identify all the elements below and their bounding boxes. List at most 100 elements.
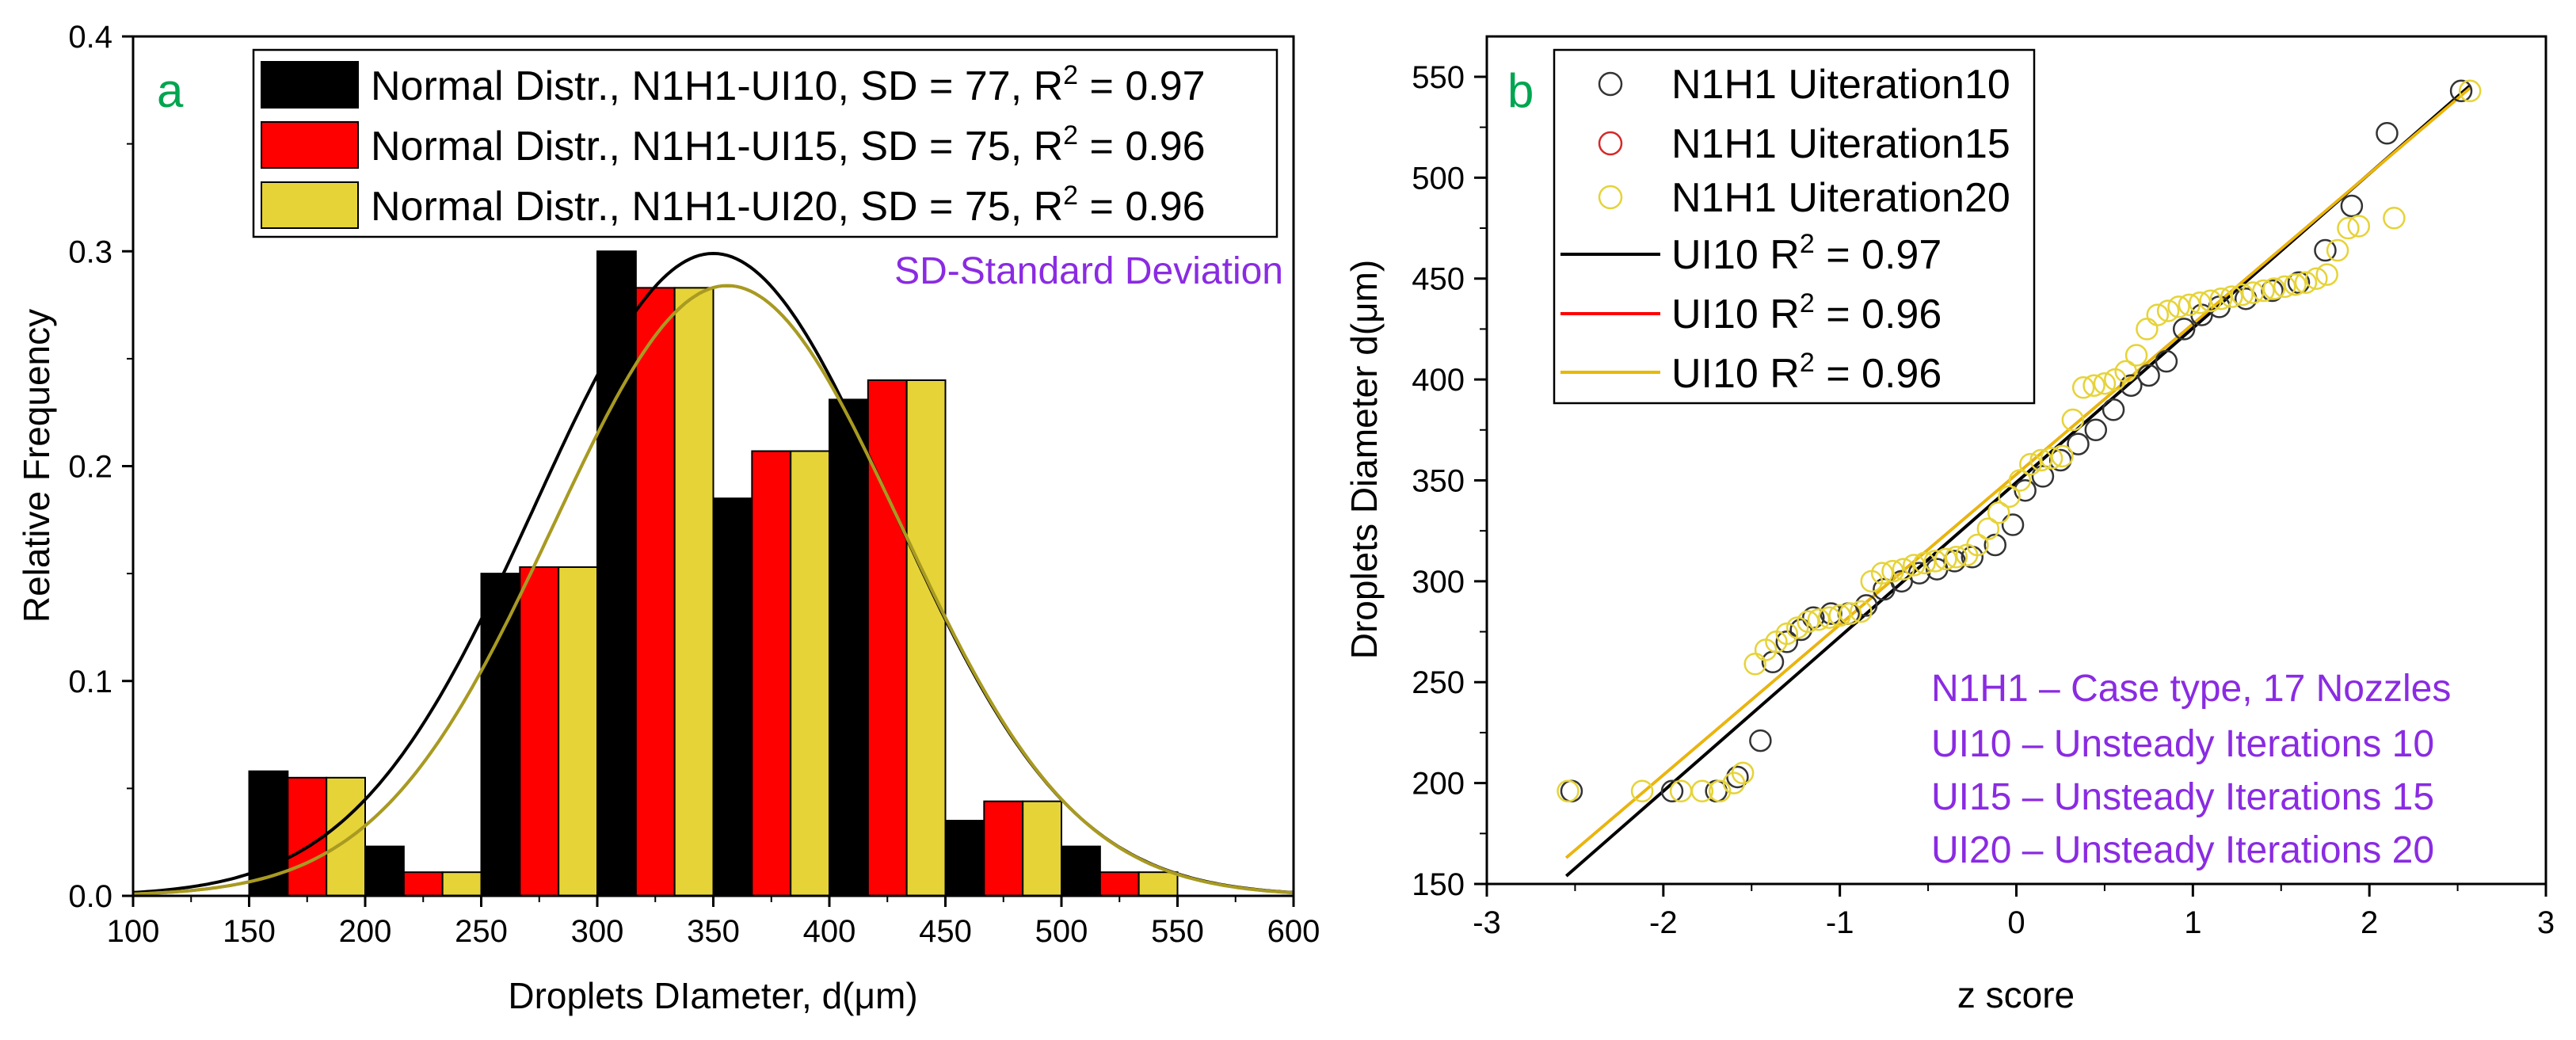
point-n1h1-uiteration20 — [2051, 444, 2074, 468]
annotation-case-type: N1H1 – Case type, 17 Nozzles — [1931, 668, 2451, 710]
legend-swatch-ui15 — [261, 121, 359, 169]
y-tick-label-a: 0.4 — [68, 20, 112, 55]
bar-n1h1-ui10-250 — [480, 573, 521, 897]
point-n1h1-uiteration20 — [2231, 283, 2254, 307]
x-tick-label-a: 200 — [339, 914, 392, 949]
point-n1h1-uiteration20 — [2262, 277, 2286, 300]
panel-label-b: b — [1507, 64, 1534, 117]
point-n1h1-uiteration20 — [2083, 374, 2105, 397]
bar-n1h1-ui10-350 — [712, 497, 753, 897]
point-n1h1-uiteration20 — [2124, 344, 2148, 367]
bar-n1h1-ui20-150 — [326, 776, 366, 897]
annotations-b: N1H1 – Case type, 17 Nozzles UI10 – Unst… — [1931, 668, 2451, 871]
point-n1h1-uiteration20 — [2188, 291, 2212, 314]
bar-n1h1-ui20-300 — [673, 287, 714, 897]
y-tick-label-b: 150 — [1412, 867, 1465, 902]
point-n1h1-uiteration20 — [2220, 285, 2243, 308]
point-n1h1-uiteration20 — [2093, 371, 2117, 395]
bar-n1h1-ui15-200 — [402, 871, 444, 897]
legend-label-fit-3: UI10 R2 = 0.96 — [1671, 348, 1942, 397]
point-n1h1-uiteration10 — [2031, 465, 2055, 488]
point-n1h1-uiteration20 — [1775, 622, 1799, 646]
legend-b: N1H1 Uiteration10 N1H1 Uiteration15 N1H1… — [1553, 48, 2036, 405]
x-tick-label-b: -2 — [1649, 905, 1678, 940]
x-tick-label-b: 3 — [2537, 905, 2555, 940]
x-tick-label-a: 350 — [687, 914, 740, 949]
point-n1h1-uiteration20 — [2337, 216, 2360, 240]
bar-n1h1-ui20-200 — [441, 871, 482, 897]
point-n1h1-uiteration20 — [1892, 558, 1915, 581]
x-tick-label-b: 2 — [2361, 905, 2378, 940]
legend-box-a — [252, 48, 1278, 238]
point-n1h1-uiteration20 — [2167, 295, 2190, 318]
annotation-ui10: UI10 – Unsteady Iterations 10 — [1931, 723, 2434, 765]
scatter-points — [1557, 79, 2482, 803]
x-axis-ticks-b: -3 -2 -1 0 1 2 3 — [1473, 884, 2555, 940]
point-n1h1-uiteration10 — [2172, 318, 2196, 341]
point-n1h1-uiteration10 — [1789, 618, 1812, 642]
point-n1h1-uiteration20 — [1630, 779, 1654, 803]
point-n1h1-uiteration10 — [2340, 194, 2364, 218]
x-tick-label-a: 500 — [1035, 914, 1088, 949]
point-n1h1-uiteration20 — [1966, 533, 1989, 557]
fit-line-ui20 — [1565, 86, 2471, 859]
legend-marker-ui15 — [1598, 131, 1623, 156]
x-tick-label-a: 400 — [803, 914, 856, 949]
x-axis-label-b: z score — [1957, 974, 2075, 1015]
bar-n1h1-ui20-450 — [1022, 800, 1062, 897]
y-tick-label-a: 0.1 — [68, 665, 112, 699]
x-tick-label-b: 0 — [2007, 905, 2025, 940]
legend-label-uiteration10: N1H1 Uiteration10 — [1671, 62, 2010, 108]
point-n1h1-uiteration10 — [2287, 271, 2311, 295]
point-n1h1-uiteration20 — [2458, 79, 2482, 103]
x-axis-label-a: Droplets DIameter, d(μm) — [508, 975, 917, 1016]
point-n1h1-uiteration10 — [1726, 765, 1749, 789]
point-n1h1-uiteration20 — [2019, 452, 2042, 476]
bar-n1h1-ui15-150 — [287, 776, 328, 897]
point-n1h1-uiteration10 — [1983, 533, 2007, 557]
legend-label-uiteration20: N1H1 Uiteration20 — [1671, 175, 2010, 221]
y-tick-label-b: 500 — [1412, 161, 1465, 196]
point-n1h1-uiteration20 — [1998, 485, 2021, 509]
point-n1h1-uiteration20 — [2347, 215, 2371, 238]
point-n1h1-uiteration10 — [2102, 398, 2125, 421]
point-n1h1-uiteration20 — [2199, 289, 2222, 312]
point-n1h1-uiteration20 — [2209, 287, 2233, 310]
x-tick-label-a: 550 — [1151, 914, 1204, 949]
x-tick-label-a: 450 — [919, 914, 972, 949]
point-n1h1-uiteration20 — [1976, 517, 2000, 540]
point-n1h1-uiteration20 — [1870, 562, 1894, 585]
histogram-bars — [248, 250, 1179, 897]
point-n1h1-uiteration20 — [1807, 608, 1831, 631]
point-n1h1-uiteration20 — [2008, 469, 2032, 492]
legend-swatch-ui20 — [261, 181, 359, 229]
bar-n1h1-ui15-250 — [519, 566, 560, 897]
point-n1h1-uiteration20 — [2040, 447, 2063, 470]
y-axis-ticks-a: 0.0 0.1 0.2 0.3 0.4 — [68, 20, 133, 914]
point-n1h1-uiteration20 — [2114, 360, 2137, 383]
point-n1h1-uiteration20 — [1913, 551, 1936, 575]
point-n1h1-uiteration10 — [2155, 349, 2178, 373]
point-n1h1-uiteration20 — [2273, 275, 2296, 299]
legend-label-fit-1: UI10 R2 = 0.97 — [1671, 229, 1942, 278]
bar-n1h1-ui10-200 — [364, 845, 405, 897]
legend-box-b — [1553, 48, 2036, 405]
point-n1h1-uiteration20 — [1557, 779, 1580, 803]
histogram-panel-a: 100 150 200 250 300 350 400 450 500 550 600 0.0 0.1… — [16, 20, 1320, 1016]
y-tick-label-b: 550 — [1412, 60, 1465, 95]
point-n1h1-uiteration20 — [2305, 267, 2328, 290]
bar-n1h1-ui15-350 — [751, 450, 792, 897]
point-n1h1-uiteration10 — [2067, 432, 2090, 455]
point-n1h1-uiteration20 — [2146, 303, 2170, 326]
point-n1h1-uiteration20 — [1923, 550, 1947, 573]
point-n1h1-uiteration20 — [1708, 779, 1732, 803]
bar-n1h1-ui15-400 — [867, 379, 908, 897]
point-n1h1-uiteration10 — [2084, 418, 2108, 442]
x-tick-label-b: -1 — [1826, 905, 1854, 940]
point-n1h1-uiteration20 — [1934, 547, 1957, 571]
x-tick-label-a: 250 — [455, 914, 508, 949]
y-tick-label-b: 200 — [1412, 767, 1465, 802]
panel-label-a: a — [157, 64, 184, 117]
point-n1h1-uiteration20 — [2061, 408, 2085, 432]
